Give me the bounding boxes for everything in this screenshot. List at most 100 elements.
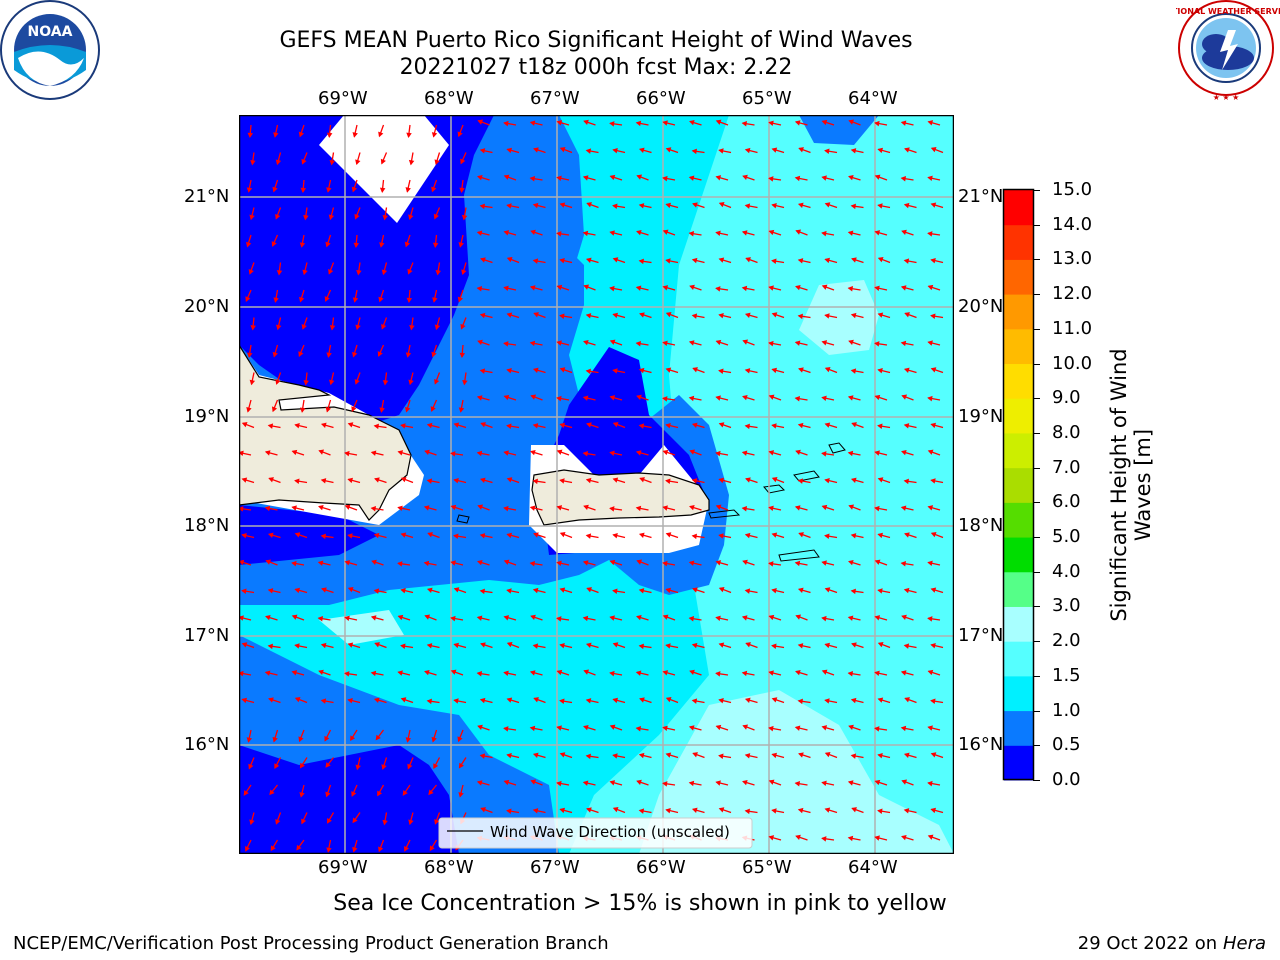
wave-direction-arrowhead — [741, 121, 748, 127]
wave-direction-arrowhead — [408, 214, 414, 221]
wave-direction-arrowhead — [506, 642, 513, 648]
wave-direction-arrowhead — [503, 120, 509, 127]
wave-direction-arrowhead — [453, 422, 460, 428]
wave-direction-arrowhead — [609, 339, 616, 345]
colorbar-tick-label: 7.0 — [1052, 456, 1081, 478]
colorbar-tick-mark — [1033, 502, 1040, 504]
wave-direction-arrowhead — [903, 752, 910, 758]
wave-direction-arrowhead — [636, 779, 642, 786]
wave-direction-arrowhead — [374, 642, 380, 648]
wave-direction-arrowhead — [771, 147, 778, 153]
wave-direction-arrowhead — [638, 643, 644, 650]
wave-direction-arrowhead — [434, 324, 441, 331]
wave-direction-arrowhead — [397, 614, 404, 621]
lat-label-left: 17°N — [184, 625, 230, 646]
wave-direction-arrowhead — [321, 587, 327, 593]
wave-direction-arrowhead — [877, 532, 883, 539]
wave-direction-arrowhead — [267, 423, 274, 429]
wave-direction-arrowhead — [453, 698, 459, 704]
wave-direction-arrowhead — [530, 394, 537, 400]
wave-direction-arrowhead — [324, 296, 330, 302]
colorbar-swatch — [1004, 294, 1033, 330]
wave-direction-arrowhead — [559, 367, 566, 373]
wave-direction-arrowhead — [530, 450, 536, 456]
wave-direction-arrowhead — [797, 587, 804, 593]
wave-direction-arrowhead — [927, 340, 933, 346]
wave-direction-arrowhead — [665, 367, 672, 373]
wave-direction-arrowhead — [431, 736, 437, 743]
wave-direction-arrowhead — [797, 313, 803, 320]
wave-direction-arrowhead — [533, 147, 539, 153]
mask-north — [319, 115, 449, 223]
wave-direction-arrowhead — [409, 325, 415, 331]
wave-direction-arrowhead — [453, 642, 459, 649]
hispaniola-land — [239, 343, 412, 521]
wave-direction-arrowhead — [582, 780, 589, 786]
wave-direction-arrowhead — [353, 242, 360, 248]
lon-label-bottom: 66°W — [636, 857, 686, 878]
wave-direction-arrowhead — [291, 505, 297, 511]
wave-direction-arrowhead — [320, 533, 326, 540]
wave-direction-arrowhead — [458, 762, 464, 769]
lat-label-right: 19°N — [958, 406, 1004, 427]
wave-direction-arrowhead — [318, 669, 324, 676]
wave-direction-arrowhead — [927, 725, 933, 731]
wave-direction-arrowhead — [370, 450, 377, 456]
wave-direction-arrowhead — [903, 478, 909, 485]
wave-direction-arrowhead — [503, 174, 510, 180]
contour-0.5-1-strip — [519, 115, 584, 285]
wave-direction-arrowhead — [768, 725, 774, 732]
wave-direction-arrowhead — [824, 148, 830, 154]
wave-direction-arrowhead — [294, 587, 300, 594]
colorbar-swatch — [1004, 259, 1033, 295]
wave-direction-arrowhead — [450, 615, 456, 622]
wave-direction-arrowhead — [318, 505, 324, 511]
colorbar-tick-label: 1.0 — [1052, 699, 1081, 721]
wave-direction-arrowhead — [275, 819, 281, 825]
graticule — [239, 115, 954, 854]
wave-direction-arrowhead — [794, 560, 801, 567]
wave-direction-arrowhead — [824, 752, 831, 758]
wave-direction-arrowhead — [400, 477, 407, 483]
wave-direction-arrowhead — [768, 505, 774, 512]
wave-direction-arrowhead — [662, 229, 669, 235]
wave-direction-arrowhead — [267, 643, 273, 650]
wave-direction-arrowhead — [479, 753, 486, 759]
wave-direction-arrowhead — [329, 325, 336, 331]
wave-direction-arrowhead — [636, 559, 643, 565]
wave-direction-arrowhead — [320, 642, 327, 649]
wave-direction-arrowhead — [662, 175, 668, 182]
wave-direction-arrowhead — [612, 477, 619, 483]
wave-direction-arrowhead — [665, 643, 671, 649]
lon-label-bottom: 64°W — [848, 857, 898, 878]
wave-direction-arrowhead — [794, 340, 801, 346]
wave-direction-arrowhead — [768, 120, 774, 127]
colorbar-tick-mark — [1033, 432, 1040, 434]
wave-direction-arrowhead — [559, 202, 566, 208]
wave-direction-arrowhead — [559, 258, 565, 264]
wave-direction-arrowhead — [901, 614, 907, 621]
wave-direction-arrowhead — [397, 505, 403, 512]
wave-direction-arrowhead — [665, 312, 672, 318]
wave-direction-arrowhead — [744, 697, 751, 703]
wave-direction-arrowhead — [582, 560, 589, 566]
wave-direction-arrowhead — [771, 477, 778, 483]
wave-direction-arrowhead — [715, 780, 721, 786]
wave-direction-arrowhead — [556, 780, 562, 787]
wave-direction-arrowhead — [458, 407, 465, 413]
wave-direction-arrowhead — [480, 807, 486, 813]
wave-direction-arrowhead — [927, 175, 933, 182]
wave-direction-arrowhead — [662, 560, 668, 567]
wave-direction-arrowhead — [795, 670, 801, 676]
colorbar-tick-mark — [1033, 571, 1040, 573]
wave-direction-arrowhead — [927, 395, 933, 402]
wave-direction-arrowhead — [462, 380, 468, 386]
wave-direction-arrowhead — [638, 588, 645, 594]
wave-direction-arrowhead — [246, 407, 252, 413]
wave-direction-arrowhead — [503, 285, 509, 292]
wave-direction-arrowhead — [378, 131, 384, 138]
wave-direction-arrowhead — [559, 698, 565, 704]
wave-direction-arrowhead — [900, 176, 907, 182]
wave-direction-arrowhead — [718, 698, 724, 704]
nws-logo: NATIONAL WEATHER SERVICE ★ ★ ★ — [1176, 0, 1280, 102]
